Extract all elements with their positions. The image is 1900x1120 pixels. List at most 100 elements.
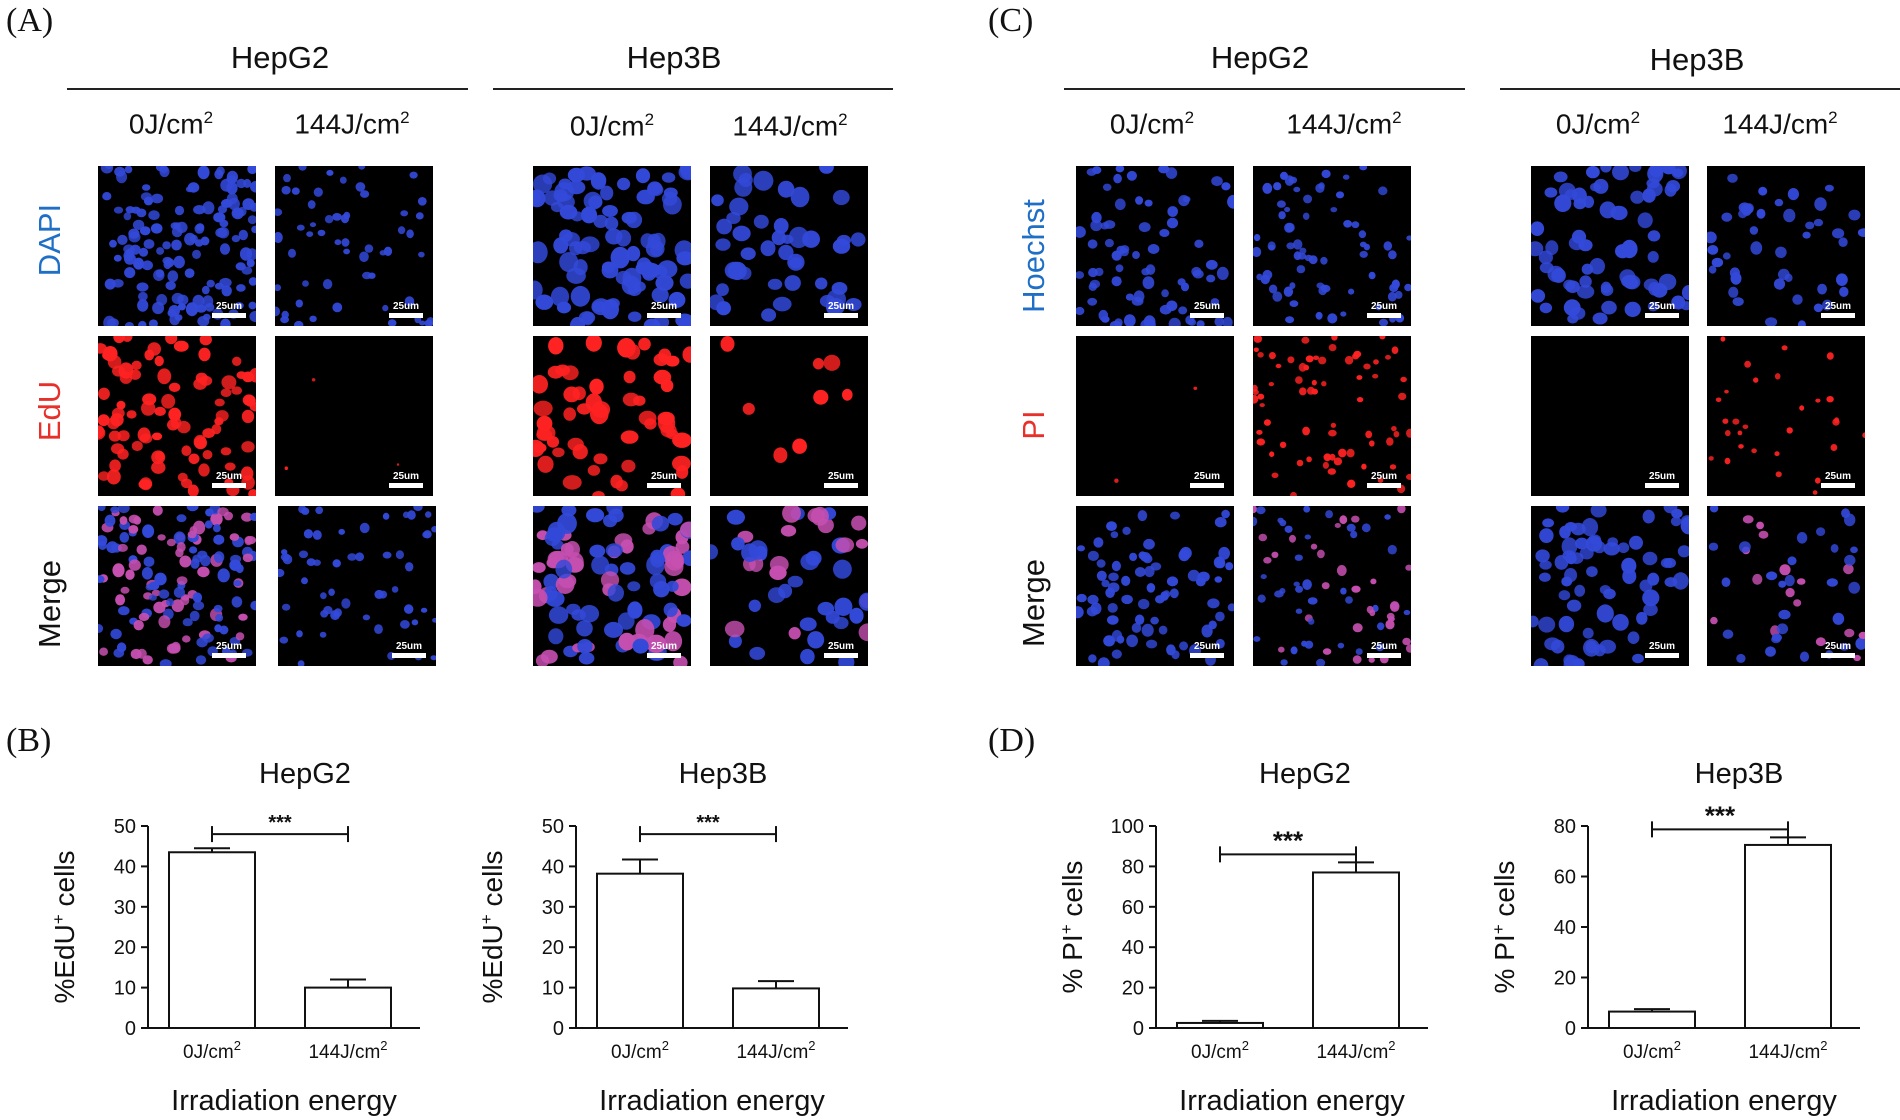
chart-b1-title: HepG2 [259, 758, 351, 790]
micrograph-12: 25um [1076, 166, 1234, 326]
scale-bar: 25um [647, 641, 681, 658]
micrograph-1: 25um [275, 166, 433, 326]
micrograph-23: 25um [1707, 506, 1865, 666]
micrograph-10: 25um [533, 506, 691, 666]
y-tick-label: 50 [542, 816, 564, 838]
row-label-pi: PI [1016, 410, 1051, 440]
y-tick-label: 40 [1554, 917, 1576, 939]
y-tick-label: 30 [114, 897, 136, 919]
a-dose-0-hep3b: 0J/cm2 [569, 110, 655, 142]
row-label-dapi: DAPI [32, 203, 67, 277]
scale-bar-label: 25um [650, 641, 678, 652]
c-dose-144-hep3b: 144J/cm2 [1722, 108, 1838, 140]
scale-bar-line [1821, 313, 1855, 318]
scale-bar: 25um [1367, 641, 1401, 658]
significance-stars: *** [1273, 825, 1304, 855]
x-axis-label: Irradiation energy [1179, 1085, 1405, 1117]
y-tick-label: 40 [114, 856, 136, 878]
scale-bar-label: 25um [650, 471, 678, 482]
scale-bar-label: 25um [827, 301, 855, 312]
micrograph-0: 25um [98, 166, 256, 326]
c-hepg2-rule [1064, 88, 1465, 90]
chart-b-hepg2: 0 10 20 30 40 50 0J/cm2 144J/cm2 *** Irradiation … [49, 812, 420, 1117]
scale-bar: 25um [1190, 471, 1224, 488]
bar-1 [1744, 843, 1832, 1029]
micrograph-20: 25um [1076, 506, 1234, 666]
scale-bar-label: 25um [1370, 301, 1398, 312]
micrograph-13: 25um [1253, 166, 1411, 326]
y-tick-label: 80 [1122, 856, 1144, 878]
x-axis-label: Irradiation energy [599, 1085, 825, 1117]
significance-stars: *** [1705, 800, 1736, 830]
scale-bar: 25um [824, 641, 858, 658]
scale-bar: 25um [389, 301, 423, 318]
category-label-0: 0J/cm2 [611, 1038, 669, 1063]
chart-b2-title: Hep3B [678, 758, 768, 790]
scale-bar-label: 25um [395, 641, 423, 652]
a-dose-144-hep3b: 144J/cm2 [732, 110, 848, 142]
micrograph-11: 25um [710, 506, 868, 666]
y-tick-label: 0 [1565, 1018, 1576, 1040]
scale-bar-label: 25um [392, 301, 420, 312]
scale-bar-line [1190, 653, 1224, 658]
y-tick-label: 20 [1554, 968, 1576, 990]
y-tick-label: 10 [114, 978, 136, 1000]
row-label-edu: EdU [32, 380, 67, 442]
scale-bar: 25um [392, 641, 426, 658]
scale-bar-label: 25um [1824, 301, 1852, 312]
micrograph-2: 25um [533, 166, 691, 326]
micrograph-18: 25um [1531, 336, 1689, 496]
chart-d-hep3b: 0 20 40 60 80 0J/cm2 144J/cm2 *** Irradiation en… [1489, 800, 1860, 1117]
y-axis-label: %EdU+ cells [49, 850, 80, 1003]
a-hep3b-rule [493, 88, 893, 90]
panel-label-a: (A) [6, 2, 54, 39]
bar-0 [1608, 1010, 1696, 1029]
chart-b-hep3b: 0 10 20 30 40 50 0J/cm2 144J/cm2 *** Irradiation … [477, 812, 848, 1117]
bar-0 [1176, 1021, 1264, 1029]
y-tick-label: 80 [1554, 816, 1576, 838]
scale-bar: 25um [1367, 471, 1401, 488]
scale-bar-line [1645, 653, 1679, 658]
scale-bar: 25um [647, 301, 681, 318]
scale-bar-line [647, 653, 681, 658]
scale-bar-line [1190, 313, 1224, 318]
bar-1 [732, 987, 820, 1030]
scale-bar: 25um [1190, 301, 1224, 318]
scale-bar: 25um [212, 301, 246, 318]
micrograph-7: 25um [710, 336, 868, 496]
category-label-1: 144J/cm2 [1316, 1038, 1395, 1063]
row-label-merge-a: Merge [32, 560, 67, 648]
bar-1 [1312, 871, 1400, 1029]
category-label-1: 144J/cm2 [736, 1038, 815, 1063]
x-axis-label: Irradiation energy [171, 1085, 397, 1117]
y-tick-label: 0 [125, 1018, 136, 1040]
scale-bar: 25um [1821, 641, 1855, 658]
y-tick-label: 50 [114, 816, 136, 838]
scale-bar-label: 25um [1193, 471, 1221, 482]
scale-bar-label: 25um [1370, 641, 1398, 652]
chart-d1-title: HepG2 [1259, 758, 1351, 790]
scale-bar: 25um [212, 641, 246, 658]
scale-bar-line [392, 653, 426, 658]
c-hepg2-title: HepG2 [1210, 40, 1310, 75]
scale-bar-label: 25um [1370, 471, 1398, 482]
scale-bar-label: 25um [1824, 641, 1852, 652]
scale-bar-line [824, 653, 858, 658]
scale-bar: 25um [1645, 301, 1679, 318]
y-tick-label: 20 [542, 937, 564, 959]
y-tick-label: 0 [1133, 1018, 1144, 1040]
a-hepg2-rule [67, 88, 468, 90]
category-label-0: 0J/cm2 [183, 1038, 241, 1063]
scale-bar: 25um [1645, 471, 1679, 488]
bar-1 [304, 986, 392, 1030]
scale-bar: 25um [824, 471, 858, 488]
row-label-merge-c: Merge [1016, 559, 1051, 647]
category-label-0: 0J/cm2 [1191, 1038, 1249, 1063]
c-dose-0-hepg2: 0J/cm2 [1109, 108, 1195, 140]
scale-bar-line [647, 483, 681, 488]
y-tick-label: 40 [1122, 937, 1144, 959]
scale-bar-line [1367, 653, 1401, 658]
scale-bar: 25um [824, 301, 858, 318]
scale-bar: 25um [389, 471, 423, 488]
panel-label-c: (C) [988, 2, 1034, 39]
